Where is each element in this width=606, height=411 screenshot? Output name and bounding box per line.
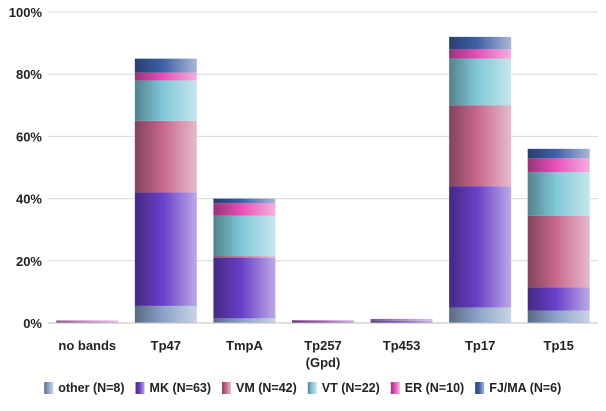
bar-segment bbox=[449, 49, 512, 59]
bar-stack bbox=[134, 58, 197, 323]
x-tick-label: Tp257 bbox=[304, 338, 342, 353]
bar-segment bbox=[213, 318, 276, 323]
legend-item: VT (N=22) bbox=[307, 381, 380, 395]
legend-label: VM (N=42) bbox=[236, 381, 297, 395]
bar-segment bbox=[527, 310, 590, 323]
x-tick-label: Tp17 bbox=[465, 338, 495, 353]
grid bbox=[48, 11, 598, 262]
bar-segment bbox=[449, 58, 512, 106]
bar-segment bbox=[292, 320, 354, 322]
bar-segment bbox=[56, 320, 119, 322]
bar-segment bbox=[134, 192, 197, 306]
bar-segment bbox=[370, 321, 433, 323]
legend-swatch bbox=[390, 382, 400, 394]
bar-segment bbox=[213, 256, 276, 258]
y-tick-label: 80% bbox=[16, 67, 42, 82]
bar-segment bbox=[370, 318, 433, 320]
bar-segment bbox=[56, 322, 119, 323]
x-tick-label: Tp453 bbox=[383, 338, 421, 353]
bar-segment bbox=[449, 186, 512, 308]
bar-stack bbox=[449, 36, 512, 323]
legend-label: FJ/MA (N=6) bbox=[489, 381, 561, 395]
y-tick-label: 40% bbox=[16, 192, 42, 207]
bar-segment bbox=[134, 120, 197, 193]
bar-segment bbox=[292, 320, 354, 322]
bar-segment bbox=[134, 80, 197, 121]
legend-label: ER (N=10) bbox=[405, 381, 464, 395]
bar-segment bbox=[213, 257, 276, 319]
legend-swatch bbox=[135, 382, 145, 394]
bar-stack bbox=[213, 198, 276, 323]
x-tick-label: (Gpd) bbox=[306, 355, 341, 370]
bars bbox=[56, 36, 590, 324]
bar-segment bbox=[292, 320, 354, 321]
legend-item: VM (N=42) bbox=[222, 381, 297, 395]
bar-segment bbox=[370, 319, 433, 321]
bar-segment bbox=[213, 203, 276, 216]
y-tick-label: 0% bbox=[23, 316, 42, 331]
bar-segment bbox=[449, 105, 512, 187]
bar-segment bbox=[449, 307, 512, 323]
bar-segment bbox=[134, 72, 197, 81]
y-tick-label: 100% bbox=[9, 5, 43, 20]
x-tick-label: TmpA bbox=[226, 338, 263, 353]
bar-stack bbox=[527, 148, 590, 323]
legend-swatch bbox=[307, 382, 317, 394]
y-tick-label: 60% bbox=[16, 129, 42, 144]
legend-item: FJ/MA (N=6) bbox=[475, 381, 561, 395]
legend-label: MK (N=63) bbox=[150, 381, 211, 395]
bar-segment bbox=[134, 305, 197, 323]
x-axis-categories: no bands Tp47 TmpA Tp257 (Gpd) Tp453 Tp17 Tp15 bbox=[58, 338, 573, 370]
bar-segment bbox=[527, 148, 590, 159]
bar-segment bbox=[527, 158, 590, 173]
y-tick-label: 20% bbox=[16, 254, 42, 269]
bar-segment bbox=[292, 321, 354, 323]
bar-segment bbox=[527, 215, 590, 288]
x-tick-label: no bands bbox=[58, 338, 116, 353]
legend-item: MK (N=63) bbox=[135, 381, 211, 395]
x-tick-label: Tp15 bbox=[544, 338, 574, 353]
x-tick-label: Tp47 bbox=[151, 338, 181, 353]
bar-segment bbox=[527, 287, 590, 311]
bar-segment bbox=[370, 320, 433, 322]
legend-label: VT (N=22) bbox=[322, 381, 380, 395]
bar-segment bbox=[134, 58, 197, 73]
bar-segment bbox=[527, 172, 590, 216]
bar-segment bbox=[449, 36, 512, 50]
bar-segment bbox=[213, 215, 276, 257]
y-axis-ticks: 0% 20% 40% 60% 80% 100% bbox=[9, 5, 43, 331]
legend-swatch bbox=[475, 382, 485, 394]
legend-item: other (N=8) bbox=[44, 381, 125, 395]
legend-swatch bbox=[44, 382, 54, 394]
bar-segment bbox=[56, 321, 119, 323]
bar-segment bbox=[213, 198, 276, 204]
legend-item: ER (N=10) bbox=[390, 381, 464, 395]
legend: other (N=8) MK (N=63) VM (N=42) VT (N=22) ER… bbox=[44, 381, 561, 395]
legend-label: other (N=8) bbox=[58, 381, 124, 395]
bar-segment bbox=[56, 321, 119, 323]
legend-swatch bbox=[222, 382, 232, 394]
